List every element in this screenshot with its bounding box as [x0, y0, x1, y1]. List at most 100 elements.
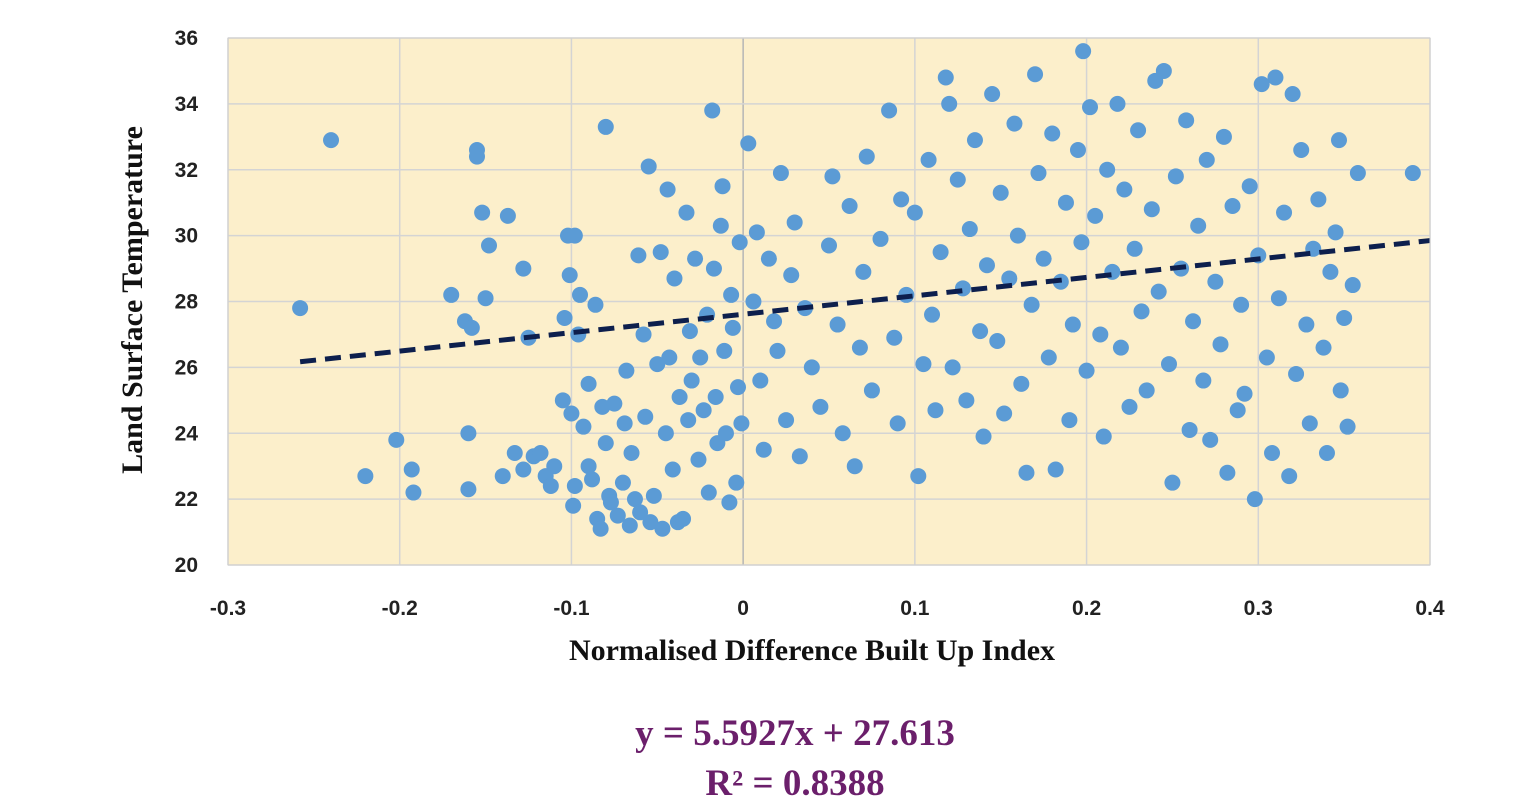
- data-point: [609, 507, 626, 524]
- data-point: [1198, 151, 1215, 168]
- data-point: [1310, 191, 1327, 208]
- data-point: [1009, 227, 1026, 244]
- data-point: [1001, 270, 1018, 287]
- data-point: [740, 135, 757, 152]
- data-point: [949, 171, 966, 188]
- data-point: [1327, 224, 1344, 241]
- data-point: [906, 204, 923, 221]
- data-point: [1288, 365, 1305, 382]
- data-point: [705, 260, 722, 277]
- data-point: [460, 481, 477, 498]
- data-point: [1270, 290, 1287, 307]
- y-tick-label: 22: [175, 488, 198, 511]
- y-tick-label: 20: [175, 554, 198, 577]
- data-point: [572, 286, 589, 303]
- data-point: [515, 461, 532, 478]
- data-point: [671, 389, 688, 406]
- data-point: [932, 244, 949, 261]
- data-point: [597, 118, 614, 135]
- data-point: [1212, 336, 1229, 353]
- data-point: [1219, 464, 1236, 481]
- data-point: [626, 491, 643, 508]
- y-tick-label: 30: [175, 225, 198, 248]
- data-point: [996, 405, 1013, 422]
- data-point: [1284, 85, 1301, 102]
- data-point: [468, 148, 485, 165]
- data-point: [1236, 385, 1253, 402]
- data-point: [915, 356, 932, 373]
- data-point: [1078, 362, 1095, 379]
- data-point: [984, 85, 1001, 102]
- data-point: [388, 431, 405, 448]
- data-point: [872, 230, 889, 247]
- data-point: [606, 395, 623, 412]
- data-point: [1315, 339, 1332, 356]
- data-point: [592, 520, 609, 537]
- data-point: [681, 323, 698, 340]
- data-point: [635, 326, 652, 343]
- data-point: [700, 484, 717, 501]
- data-point: [1229, 402, 1246, 419]
- data-point: [1109, 95, 1126, 112]
- data-point: [587, 296, 604, 313]
- data-point: [1121, 398, 1138, 415]
- data-point: [566, 227, 583, 244]
- data-point: [542, 477, 559, 494]
- data-point: [1332, 382, 1349, 399]
- data-point: [623, 445, 640, 462]
- data-point: [1073, 234, 1090, 251]
- data-point: [477, 290, 494, 307]
- data-point: [687, 250, 704, 267]
- data-point: [1126, 240, 1143, 257]
- data-point: [748, 224, 765, 241]
- data-point: [752, 372, 769, 389]
- data-point: [637, 408, 654, 425]
- data-point: [580, 458, 597, 475]
- x-tick-label: 0.2: [1072, 597, 1101, 620]
- data-point: [460, 425, 477, 442]
- data-point: [723, 286, 740, 303]
- data-point: [889, 415, 906, 432]
- data-point: [1099, 161, 1116, 178]
- data-point: [1267, 69, 1284, 86]
- data-point: [1276, 204, 1293, 221]
- data-point: [920, 151, 937, 168]
- data-point: [829, 316, 846, 333]
- data-point: [602, 494, 619, 511]
- data-point: [463, 319, 480, 336]
- data-point: [323, 132, 340, 149]
- data-point: [769, 342, 786, 359]
- data-point: [357, 468, 374, 485]
- data-point: [1301, 415, 1318, 432]
- data-point: [834, 425, 851, 442]
- y-tick-label: 26: [175, 356, 198, 379]
- x-tick-label: 0: [737, 597, 749, 620]
- data-point: [791, 448, 808, 465]
- x-tick-label: 0.1: [900, 597, 930, 620]
- data-point: [1246, 491, 1263, 508]
- data-point: [1057, 194, 1074, 211]
- data-point: [1167, 168, 1184, 185]
- data-point: [1258, 349, 1275, 366]
- x-tick-labels: -0.3 -0.2 -0.1 0 0.1 0.2 0.3 0.4: [210, 597, 1445, 620]
- data-point: [443, 286, 460, 303]
- data-point: [1185, 313, 1202, 330]
- data-point: [1318, 445, 1335, 462]
- data-point: [474, 204, 491, 221]
- data-point: [1215, 128, 1232, 145]
- data-point: [717, 425, 734, 442]
- data-point: [618, 362, 635, 379]
- y-tick-label: 34: [175, 93, 199, 116]
- x-tick-label: -0.1: [553, 597, 590, 620]
- data-point: [664, 461, 681, 478]
- data-point: [1047, 461, 1064, 478]
- data-point: [1095, 428, 1112, 445]
- data-point: [678, 204, 695, 221]
- y-tick-label: 24: [175, 422, 199, 445]
- data-point: [972, 323, 989, 340]
- data-point: [716, 342, 733, 359]
- data-point: [975, 428, 992, 445]
- x-tick-label: -0.2: [382, 597, 418, 620]
- data-point: [1018, 464, 1035, 481]
- data-point: [707, 389, 724, 406]
